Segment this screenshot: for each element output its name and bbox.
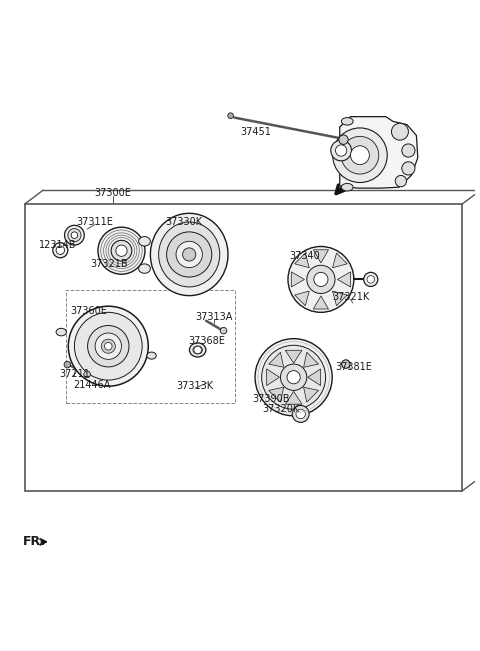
Text: 37340: 37340 — [289, 251, 320, 261]
Ellipse shape — [150, 214, 228, 296]
Polygon shape — [295, 291, 309, 306]
Circle shape — [95, 333, 121, 359]
Circle shape — [402, 162, 415, 175]
Circle shape — [176, 242, 203, 268]
Polygon shape — [340, 117, 418, 188]
Circle shape — [395, 175, 407, 187]
Polygon shape — [313, 250, 328, 263]
Ellipse shape — [147, 352, 156, 359]
Circle shape — [364, 272, 378, 286]
Text: 37451: 37451 — [240, 127, 271, 137]
Polygon shape — [333, 291, 347, 306]
Circle shape — [116, 245, 127, 256]
Circle shape — [336, 145, 347, 156]
Polygon shape — [295, 253, 309, 268]
Circle shape — [292, 406, 309, 422]
Circle shape — [307, 266, 335, 294]
Text: 37368E: 37368E — [189, 337, 226, 346]
Text: 37321K: 37321K — [332, 292, 369, 302]
Circle shape — [71, 232, 78, 238]
Text: 37313A: 37313A — [195, 312, 233, 322]
Circle shape — [342, 360, 350, 368]
Ellipse shape — [139, 236, 150, 246]
Circle shape — [56, 246, 64, 255]
Circle shape — [167, 232, 212, 277]
Circle shape — [339, 135, 348, 145]
Circle shape — [64, 361, 71, 368]
Polygon shape — [308, 369, 321, 385]
Text: 37300E: 37300E — [95, 188, 132, 198]
Circle shape — [111, 240, 132, 261]
Ellipse shape — [341, 118, 353, 125]
Ellipse shape — [139, 264, 150, 273]
Circle shape — [74, 312, 142, 380]
Polygon shape — [267, 369, 279, 385]
Circle shape — [182, 248, 196, 261]
Text: 37381E: 37381E — [336, 362, 372, 372]
Circle shape — [402, 144, 415, 157]
Circle shape — [98, 227, 145, 274]
Text: 21446A: 21446A — [73, 380, 110, 390]
Circle shape — [314, 272, 328, 286]
Circle shape — [87, 326, 129, 367]
Text: FR.: FR. — [23, 535, 46, 548]
Circle shape — [262, 345, 325, 409]
Polygon shape — [285, 391, 302, 404]
Text: 37330K: 37330K — [165, 217, 202, 227]
Circle shape — [350, 146, 370, 165]
Polygon shape — [304, 352, 319, 367]
Circle shape — [333, 128, 387, 182]
Circle shape — [296, 409, 305, 419]
Circle shape — [228, 113, 233, 118]
Polygon shape — [269, 352, 284, 367]
Circle shape — [68, 229, 81, 242]
Polygon shape — [285, 350, 302, 363]
Circle shape — [341, 137, 379, 174]
Circle shape — [288, 247, 354, 312]
Circle shape — [64, 225, 84, 245]
Text: 37211: 37211 — [59, 369, 90, 380]
Circle shape — [255, 339, 332, 416]
Ellipse shape — [56, 328, 66, 336]
Ellipse shape — [190, 343, 206, 357]
Circle shape — [84, 371, 90, 378]
Bar — [66, 290, 235, 403]
Circle shape — [68, 306, 148, 386]
Polygon shape — [333, 253, 347, 268]
Circle shape — [280, 364, 307, 391]
Text: 37320K: 37320K — [262, 404, 299, 414]
Circle shape — [105, 342, 112, 350]
Circle shape — [392, 123, 408, 140]
Text: 37360E: 37360E — [70, 307, 107, 316]
Polygon shape — [291, 272, 304, 287]
Circle shape — [287, 370, 300, 384]
Polygon shape — [269, 387, 284, 402]
Text: 37321B: 37321B — [90, 259, 128, 270]
Circle shape — [367, 275, 374, 283]
Ellipse shape — [158, 222, 220, 287]
Ellipse shape — [341, 184, 353, 191]
Text: 12314B: 12314B — [39, 240, 77, 249]
Polygon shape — [313, 296, 328, 309]
Ellipse shape — [193, 346, 203, 354]
Bar — [24, 204, 462, 491]
Polygon shape — [304, 387, 319, 402]
Text: 37390B: 37390B — [252, 394, 290, 404]
Circle shape — [53, 243, 68, 258]
Circle shape — [101, 339, 115, 353]
Circle shape — [331, 140, 351, 161]
Text: 37311E: 37311E — [77, 217, 114, 227]
Circle shape — [194, 346, 202, 353]
Circle shape — [220, 327, 227, 334]
Text: 37313K: 37313K — [177, 381, 214, 391]
Polygon shape — [337, 272, 350, 287]
